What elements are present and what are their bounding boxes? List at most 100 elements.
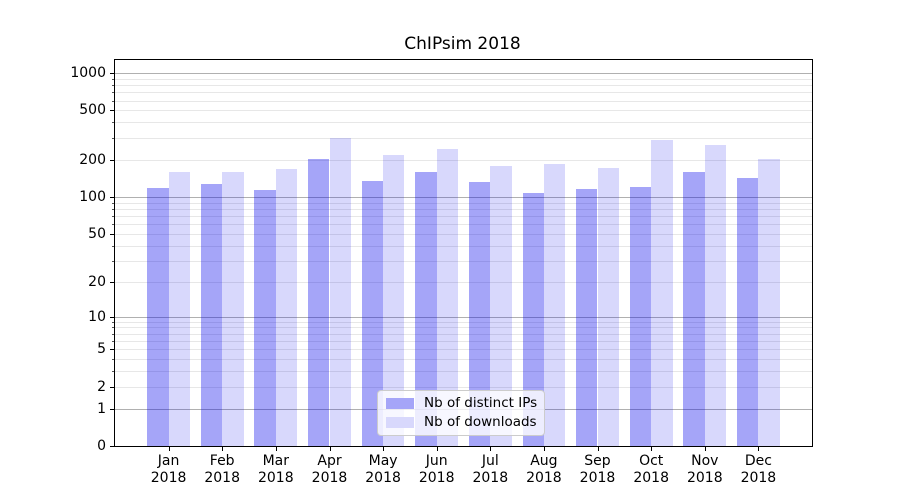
bar-ips-aug xyxy=(522,192,544,446)
y-tick-mark xyxy=(110,196,114,198)
y-tick-mark xyxy=(110,110,114,112)
y-minor-tick-mark xyxy=(112,137,114,139)
y-tick-label: 5 xyxy=(97,341,106,358)
x-tick-label-oct: Oct 2018 xyxy=(619,453,683,486)
y-minor-tick-mark xyxy=(112,359,114,361)
x-tick-month: May xyxy=(368,453,398,469)
minor-gridline xyxy=(115,245,812,247)
y-tick-mark xyxy=(110,281,114,283)
x-tick-month: Dec xyxy=(744,453,772,469)
minor-gridline xyxy=(115,233,812,235)
x-tick-month: Feb xyxy=(209,453,235,469)
bar-downloads-jan xyxy=(168,171,190,446)
major-gridline xyxy=(115,73,812,74)
y-minor-tick-mark xyxy=(112,327,114,329)
minor-gridline xyxy=(115,341,812,342)
legend-swatch-distinct-ips xyxy=(386,398,414,409)
y-minor-tick-mark xyxy=(112,371,114,373)
x-tick-month: Oct xyxy=(639,453,664,469)
bar-ips-may xyxy=(361,180,384,446)
bar-downloads-jun xyxy=(436,149,459,446)
legend: Nb of distinct IPs Nb of downloads xyxy=(377,390,545,436)
y-tick-mark xyxy=(110,159,114,161)
y-minor-tick-mark xyxy=(112,208,114,210)
bar-ips-jul xyxy=(468,182,491,446)
x-tick-mark xyxy=(651,447,653,451)
y-tick-mark xyxy=(110,349,114,351)
bar-ips-jan xyxy=(147,187,169,446)
y-minor-tick-mark xyxy=(112,224,114,226)
y-minor-tick-mark xyxy=(112,85,114,87)
bar-downloads-aug xyxy=(543,164,566,446)
bar-ips-jun xyxy=(415,171,437,446)
minor-gridline xyxy=(115,359,812,361)
y-tick-mark xyxy=(110,446,114,447)
x-tick-year: 2018 xyxy=(740,469,777,486)
x-tick-label-dec: Dec 2018 xyxy=(726,453,790,486)
y-minor-tick-mark xyxy=(112,100,114,102)
x-tick-mark xyxy=(168,447,170,451)
x-tick-label-jan: Jan 2018 xyxy=(137,453,201,486)
minor-gridline xyxy=(115,281,812,283)
x-tick-mark xyxy=(222,447,224,451)
y-tick-label: 1 xyxy=(97,400,106,417)
y-tick-label: 100 xyxy=(79,188,106,205)
y-minor-tick-mark xyxy=(112,341,114,342)
x-tick-year: 2018 xyxy=(633,469,669,486)
bar-ips-sep xyxy=(576,188,598,446)
x-tick-label-jun: Jun 2018 xyxy=(405,453,469,486)
y-tick-label: 200 xyxy=(79,151,106,168)
x-tick-label-feb: Feb 2018 xyxy=(190,453,254,486)
x-tick-year: 2018 xyxy=(150,469,187,486)
minor-gridline xyxy=(115,260,812,262)
x-tick-mark xyxy=(383,447,385,451)
x-tick-month: Jan xyxy=(157,453,180,469)
minor-gridline xyxy=(115,92,812,94)
x-tick-mark xyxy=(329,447,331,451)
y-minor-tick-mark xyxy=(112,260,114,262)
x-tick-month: Apr xyxy=(317,453,342,469)
y-tick-label: 20 xyxy=(88,273,106,290)
x-tick-year: 2018 xyxy=(257,469,294,486)
x-tick-mark xyxy=(704,447,706,451)
chart-title: ChIPsim 2018 xyxy=(404,34,521,54)
x-tick-month: Jun xyxy=(425,453,448,469)
minor-gridline xyxy=(115,100,812,102)
x-tick-mark xyxy=(490,447,492,451)
bar-ips-mar xyxy=(254,189,276,446)
minor-gridline xyxy=(115,78,812,80)
major-gridline xyxy=(115,196,812,198)
minor-gridline xyxy=(115,224,812,226)
bar-downloads-apr xyxy=(329,137,351,446)
y-tick-mark xyxy=(110,408,114,410)
minor-gridline xyxy=(115,208,812,210)
x-tick-year: 2018 xyxy=(204,469,240,486)
x-tick-year: 2018 xyxy=(472,469,509,486)
y-minor-tick-mark xyxy=(112,215,114,217)
legend-entry-downloads: Nb of downloads xyxy=(386,414,537,430)
minor-gridline xyxy=(115,371,812,373)
minor-gridline xyxy=(115,215,812,217)
minor-gridline xyxy=(115,137,812,139)
legend-entry-distinct-ips: Nb of distinct IPs xyxy=(386,396,537,411)
y-tick-mark xyxy=(110,386,114,388)
y-minor-tick-mark xyxy=(112,202,114,204)
bar-ips-feb xyxy=(200,183,223,446)
bar-downloads-nov xyxy=(704,145,727,446)
x-tick-mark xyxy=(436,447,438,451)
y-tick-mark xyxy=(110,233,114,235)
x-tick-label-jul: Jul 2018 xyxy=(458,453,522,486)
x-tick-mark xyxy=(275,447,277,451)
x-tick-mark xyxy=(758,447,760,451)
y-tick-mark xyxy=(110,316,114,318)
x-tick-year: 2018 xyxy=(579,469,616,486)
bar-downloads-may xyxy=(383,155,405,446)
minor-gridline xyxy=(115,327,812,329)
minor-gridline xyxy=(115,333,812,335)
y-minor-tick-mark xyxy=(112,321,114,323)
x-tick-mark xyxy=(597,447,599,451)
legend-label-downloads: Nb of downloads xyxy=(424,414,537,430)
x-tick-month: Sep xyxy=(584,453,611,469)
x-tick-label-sep: Sep 2018 xyxy=(566,453,630,486)
y-minor-tick-mark xyxy=(112,92,114,94)
